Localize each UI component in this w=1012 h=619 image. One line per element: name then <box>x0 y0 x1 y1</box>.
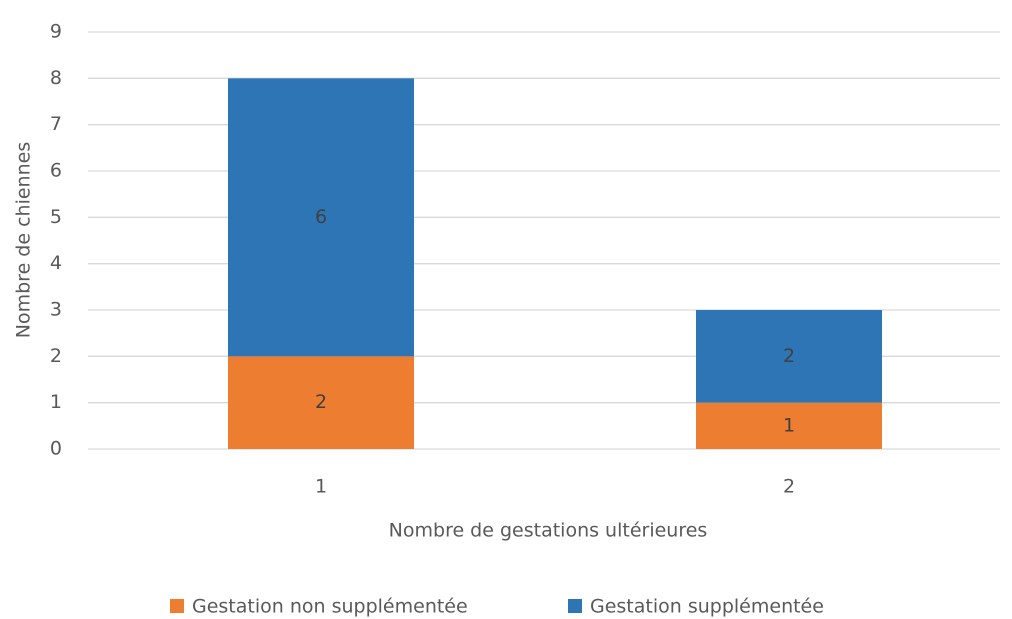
legend-swatch <box>568 599 582 613</box>
y-tick-label: 7 <box>50 113 62 135</box>
legend-swatch <box>170 599 184 613</box>
y-tick-label: 0 <box>50 438 62 460</box>
bar-segment <box>696 402 882 449</box>
x-axis-label: Nombre de gestations ultérieures <box>389 520 708 542</box>
bar-segment <box>228 78 414 357</box>
y-tick-label: 2 <box>50 345 62 367</box>
bar-segment <box>228 356 414 449</box>
x-tick-label: 2 <box>783 476 795 498</box>
y-axis-label: Nombre de chiennes <box>13 142 35 338</box>
y-tick-label: 6 <box>50 160 62 182</box>
y-tick-label: 9 <box>50 21 62 43</box>
data-label: 6 <box>315 206 327 228</box>
x-tick-label: 1 <box>315 476 327 498</box>
data-label: 2 <box>315 391 327 413</box>
y-tick-label: 1 <box>50 391 62 413</box>
y-tick-label: 4 <box>50 252 62 274</box>
y-tick-label: 8 <box>50 67 62 89</box>
bar-segment <box>696 310 882 403</box>
legend-label: Gestation supplémentée <box>590 596 824 618</box>
data-label: 2 <box>783 345 795 367</box>
data-label: 1 <box>783 414 795 436</box>
y-tick-label: 3 <box>50 299 62 321</box>
legend-label: Gestation non supplémentée <box>192 596 468 618</box>
y-tick-label: 5 <box>50 206 62 228</box>
